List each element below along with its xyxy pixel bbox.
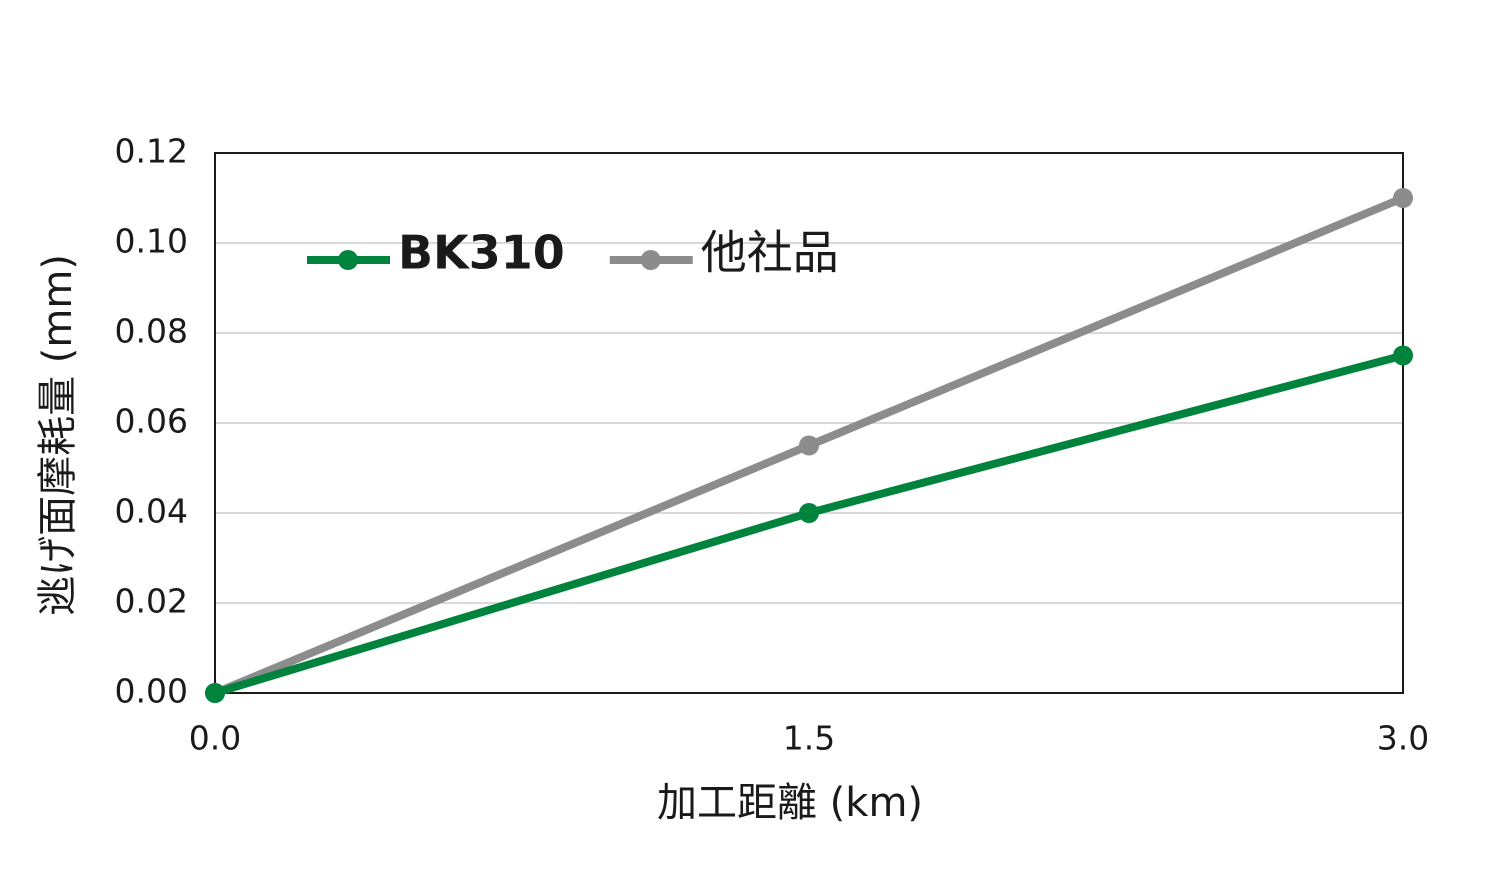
y-tick-label: 0.02: [115, 582, 188, 621]
y-tick-label: 0.08: [115, 312, 188, 351]
y-tick-label: 0.10: [115, 222, 188, 261]
series-marker: [799, 435, 819, 456]
legend-marker: [338, 250, 358, 270]
y-tick-label: 0.12: [115, 132, 188, 171]
y-tick-label: 0.00: [115, 672, 188, 711]
legend-marker: [640, 250, 661, 270]
legend-label: 他社品: [701, 226, 839, 280]
y-tick-label: 0.06: [115, 402, 188, 441]
x-tick-label: 0.0: [189, 719, 241, 758]
x-axis-title: 加工距離 (km): [657, 780, 923, 826]
y-axis-title: 逃げ面摩耗量 (mm): [35, 254, 81, 616]
legend-label: BK310: [398, 226, 565, 280]
series-marker: [1393, 345, 1413, 366]
series-marker: [1393, 188, 1413, 208]
series-marker: [205, 683, 225, 703]
plot-frame: [214, 152, 1404, 694]
series-marker: [799, 503, 819, 523]
x-tick-label: 1.5: [783, 719, 835, 758]
x-tick-label: 3.0: [1377, 719, 1429, 758]
series-line: [213, 351, 1405, 697]
y-tick-label: 0.04: [115, 492, 188, 531]
